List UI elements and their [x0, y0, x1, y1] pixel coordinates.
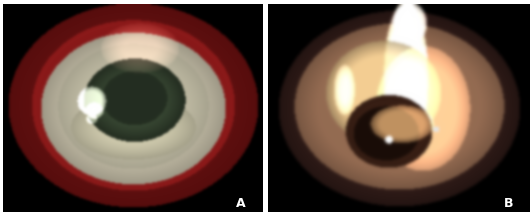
Text: A: A [236, 197, 246, 210]
Text: B: B [504, 197, 514, 210]
